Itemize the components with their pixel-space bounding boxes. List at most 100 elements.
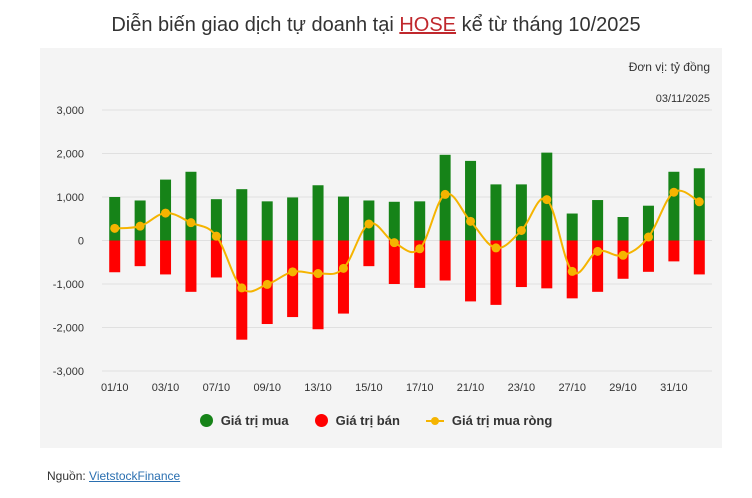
source-label: Nguồn: [47,469,90,483]
bar-sell [642,240,654,272]
date-label: 03/11/2025 [655,93,710,105]
bar-buy [236,189,248,241]
x-tick-label: 21/10 [457,382,485,394]
y-tick-label: -3,000 [53,366,84,378]
net-point [262,279,272,289]
bar-sell [210,240,222,278]
bar-sell [363,240,375,267]
bar-buy [287,197,299,241]
bar-buy [185,171,197,241]
net-point [110,223,120,233]
bar-sell [287,240,299,318]
hose-link[interactable]: HOSE [399,14,457,36]
net-point [593,246,603,256]
legend-net-label: Giá trị mua ròng [451,413,553,428]
net-point [491,243,501,253]
bar-buy [261,201,273,241]
net-point [440,189,450,199]
bar-sell [693,240,705,275]
bar-buy [490,184,502,241]
net-point [135,221,145,231]
x-tick-label: 07/10 [203,382,231,394]
x-tick-label: 23/10 [508,382,536,394]
net-point [516,225,526,235]
legend-item-net[interactable]: Giá trị mua ròng [425,413,553,428]
title-suffix: kể từ tháng 10/2025 [456,14,641,36]
x-tick-label: 29/10 [609,382,637,394]
net-point [567,266,577,276]
bar-buy [668,171,680,241]
legend-item-buy[interactable]: Giá trị mua [199,413,289,428]
bar-sell [592,240,604,292]
bar-buy [465,160,477,241]
net-point [542,195,552,205]
source-line: Nguồn: VietstockFinance [47,469,180,483]
net-point [161,208,171,218]
x-tick-label: 01/10 [101,382,129,394]
net-point [364,219,374,229]
bar-buy [312,185,324,241]
y-tick-label: -2,000 [53,323,84,335]
bar-sell [109,240,121,273]
legend-buy-marker [199,414,213,427]
legend-sell-marker [314,414,328,427]
x-tick-label: 09/10 [253,382,281,394]
bar-buy [414,201,426,241]
bar-sell [541,240,553,289]
bar-buy [337,196,349,241]
net-point [313,269,323,279]
legend-net-marker [425,416,444,426]
bar-buy [566,213,578,241]
bar-sell [312,240,324,330]
x-tick-label: 27/10 [558,382,586,394]
bar-buy [617,217,629,241]
bar-buy [134,200,146,241]
y-tick-label: 0 [78,236,84,248]
unit-label: Đơn vị: tỷ đồng [628,60,710,74]
net-point [618,250,628,260]
bar-sell [134,240,146,267]
net-point [186,218,196,228]
bar-sell [414,240,426,288]
x-tick-label: 31/10 [660,382,688,394]
bar-sell [185,240,197,292]
source-link[interactable]: VietstockFinance [89,469,181,483]
bar-buy [210,199,222,241]
y-tick-label: 2,000 [56,149,84,161]
chart-title: Diễn biến giao dịch tự doanh tại HOSE kể… [0,14,752,37]
net-point [669,187,679,197]
y-tick-label: 3,000 [56,105,84,117]
net-point [338,263,348,273]
net-point [237,283,247,293]
bar-sell [160,240,172,275]
legend-buy-label: Giá trị mua [220,413,289,428]
legend-sell-label: Giá trị bán [335,413,400,428]
bar-sell [388,240,400,284]
bar-buy [109,197,121,241]
chart-legend: Giá trị mua Giá trị bán Giá trị mua ròng [0,413,752,428]
x-tick-label: 03/10 [152,382,180,394]
net-point [694,197,704,207]
net-point [415,244,425,254]
y-tick-label: 1,000 [56,192,84,204]
net-point [211,231,221,241]
x-tick-label: 17/10 [406,382,434,394]
bar-buy [642,205,654,241]
bar-sell [668,240,680,262]
x-tick-label: 13/10 [304,382,332,394]
bar-buy [515,184,527,241]
net-point [643,232,653,242]
net-point [389,238,399,248]
bar-sell [490,240,502,305]
bar-sell [337,240,349,314]
chart-panel [40,48,722,448]
net-point [288,267,298,277]
net-line [114,189,700,293]
net-point [466,216,476,226]
legend-item-sell[interactable]: Giá trị bán [314,413,400,428]
x-tick-label: 15/10 [355,382,383,394]
y-tick-label: -1,000 [53,279,84,291]
bar-buy [592,200,604,241]
bar-sell [439,240,451,281]
